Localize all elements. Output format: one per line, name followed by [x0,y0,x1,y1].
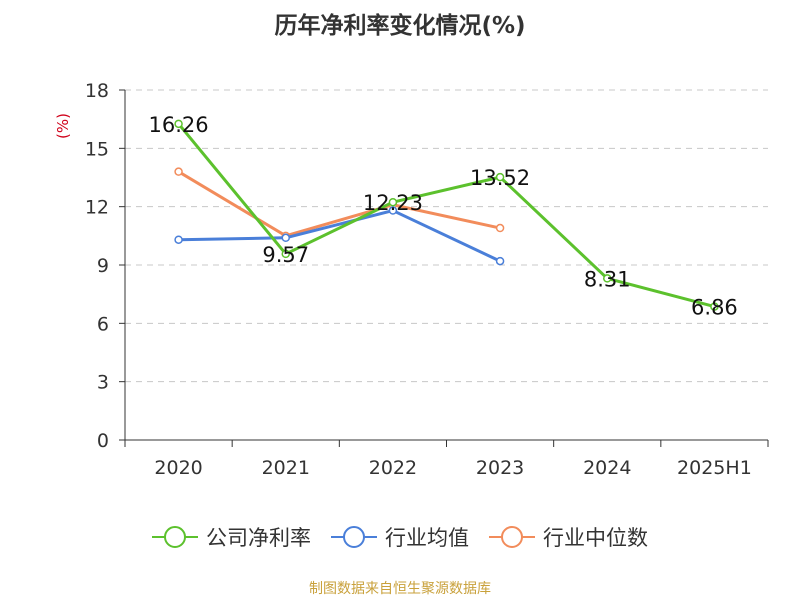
legend-marker [164,526,186,548]
data-point [174,119,183,129]
data-point [495,172,505,182]
data-label: 16.26 [149,113,209,137]
legend-label: 行业均值 [385,526,469,550]
x-tick-label: 2024 [583,457,631,479]
data-label: 8.31 [584,267,631,291]
data-point [388,197,398,207]
data-point [495,256,505,266]
data-point [388,206,398,215]
grid-lines [125,89,768,383]
x-tick-label: 2021 [262,457,310,479]
data-label: 13.52 [470,166,530,190]
legend-marker [343,526,365,548]
data-labels: 16.26 9.57 12.23 13.52 8.31 6.86 [149,113,738,320]
data-label: 12.23 [363,191,423,215]
y-tick-label: 12 [85,197,109,219]
y-axis-label: (%) [54,113,72,139]
y-tick-label: 18 [85,80,109,102]
x-tick-label: 2025H1 [677,457,752,479]
series-line [178,209,501,263]
data-point [710,302,719,311]
x-tick-label: 2020 [154,457,202,479]
data-label: 9.57 [262,243,309,267]
data-point [603,274,612,283]
chart-title: 历年净利率变化情况(%) [274,13,526,39]
x-tick-label: 2023 [476,457,524,479]
x-tick-label: 2022 [369,457,417,479]
y-tick-label: 15 [85,138,109,160]
legend-marker [501,526,523,548]
legend: 公司净利率 行业均值 行业中位数 [152,526,648,550]
series-lines [174,119,719,311]
data-point [174,167,183,176]
data-point [281,233,290,243]
data-point [495,223,505,233]
legend-label: 行业中位数 [543,526,648,550]
series-line [177,170,501,238]
source-footer: 制图数据来自恒生聚源数据库 [309,581,491,597]
data-point [281,249,290,259]
y-tick-label: 0 [97,430,109,452]
y-tick-label: 9 [97,255,109,277]
y-tick-label: 3 [97,372,109,394]
data-point [174,235,183,244]
legend-label: 公司净利率 [206,526,311,550]
y-tick-label: 6 [97,313,109,335]
axes: 0 3 6 9 12 15 18 2020 2021 2022 2023 2024 2025H1 [85,80,769,479]
series-line [177,122,715,309]
data-label: 6.86 [691,296,738,320]
